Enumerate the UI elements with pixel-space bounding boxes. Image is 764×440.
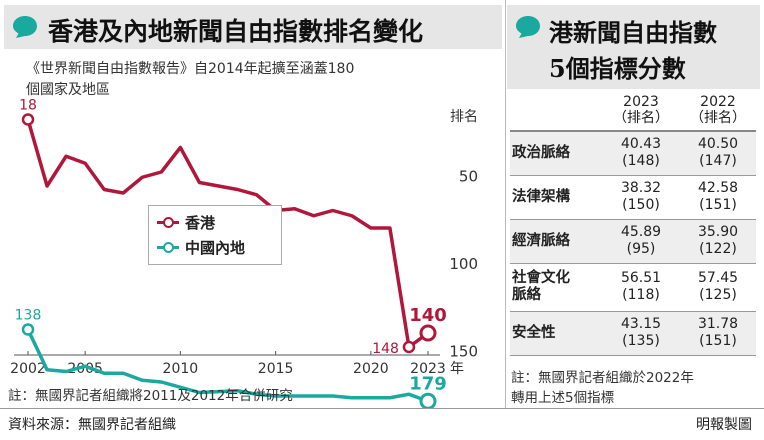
x-tick-label: 2005 <box>67 361 103 377</box>
table-row: 經濟脈絡 45.89 (95) 35.90 (122) <box>510 219 756 264</box>
source-text: 資料來源：無國界記者組織 <box>8 417 176 433</box>
data-label: 179 <box>409 373 447 394</box>
table-header-blank <box>510 92 602 132</box>
score-2022: 35.90 (122) <box>680 219 756 264</box>
point-marker <box>402 340 416 354</box>
header-year-2023: 2023 <box>623 94 659 110</box>
header-rank-2023: （排名） <box>613 110 669 126</box>
x-tick-label: 2010 <box>163 361 199 377</box>
data-label: 140 <box>409 305 447 326</box>
legend-label-hong-kong: 香港 <box>185 213 216 232</box>
panel-divider <box>505 0 506 408</box>
table-row: 法律架構 38.32 (150) 42.58 (151) <box>510 175 756 220</box>
header-rank-2022: （排名） <box>690 110 746 126</box>
indicator-label: 法律架構 <box>510 175 602 220</box>
right-panel: 港新聞自由指數 5個指標分數 2023 （排名） 2022 （排名） 政治脈絡 … <box>507 0 764 408</box>
series-line-mainland <box>26 328 429 403</box>
table-row: 政治脈絡 40.43 (148) 40.50 (147) <box>510 131 756 176</box>
speech-bubble-icon <box>13 16 37 38</box>
y-tick-label: 50 <box>459 168 478 186</box>
series-line-hong-kong <box>26 119 430 349</box>
score-2022: 57.45 (125) <box>680 263 756 312</box>
credit-text: 明報製圖 <box>696 417 752 433</box>
score-2022: 40.50 (147) <box>680 131 756 176</box>
data-label: 138 <box>15 308 42 324</box>
legend-item-mainland: 中國內地 <box>157 237 245 257</box>
x-axis-unit: 年 <box>450 361 464 377</box>
x-tick-label: 2015 <box>258 361 294 377</box>
table-header-2023: 2023 （排名） <box>602 92 680 132</box>
indicator-label: 安全性 <box>510 311 602 356</box>
table-header-row: 2023 （排名） 2022 （排名） <box>510 92 756 132</box>
legend-item-hong-kong: 香港 <box>157 212 215 232</box>
end-point-marker <box>419 324 437 342</box>
indicator-label: 政治脈絡 <box>510 131 602 176</box>
indicator-label: 社會文化 脈絡 <box>510 263 602 312</box>
table-note-line1: 註：無國界記者組織於2022年 <box>511 370 694 386</box>
chart-legend: 香港 中國內地 <box>148 205 282 265</box>
score-2022: 42.58 (151) <box>680 175 756 220</box>
legend-swatch-hong-kong <box>157 216 179 228</box>
chart-subtitle-line2: 個國家及地區 <box>26 82 110 98</box>
rank-line-chart: 2002 2005 2010 2015 2020 2023 年 排名 50 100 150 18 148… <box>10 98 478 408</box>
end-point-marker <box>419 392 437 408</box>
data-label: 148 <box>372 341 399 357</box>
table-row: 社會文化 脈絡 56.51 (118) 57.45 (125) <box>510 263 756 312</box>
speech-bubble-icon <box>516 16 540 38</box>
table-title-bar: 港新聞自由指數 5個指標分數 <box>507 5 760 89</box>
y-tick-label: 150 <box>449 343 478 361</box>
x-tick-label: 2020 <box>353 361 389 377</box>
legend-label-mainland: 中國內地 <box>185 238 246 257</box>
start-point-marker <box>21 323 35 336</box>
score-2023: 40.43 (148) <box>602 131 680 176</box>
table-title-line2: 5個指標分數 <box>549 54 686 83</box>
score-2023: 56.51 (118) <box>602 263 680 312</box>
table-header-2022: 2022 （排名） <box>680 92 756 132</box>
footer: 資料來源：無國界記者組織 明報製圖 <box>0 408 764 440</box>
indicator-label: 經濟脈絡 <box>510 219 602 264</box>
data-label: 18 <box>19 98 37 114</box>
chart-subtitle-line1: 《世界新聞自由指數報告》自2014年起擴至涵蓋180 <box>26 61 355 77</box>
table-row: 安全性 43.15 (135) 31.78 (151) <box>510 311 756 356</box>
indicator-score-table: 2023 （排名） 2022 （排名） 政治脈絡 40.43 (148) 40.5… <box>510 92 756 356</box>
score-2022: 31.78 (151) <box>680 311 756 356</box>
y-tick-label: 100 <box>449 255 478 273</box>
score-2023: 38.32 (150) <box>602 175 680 220</box>
score-2023: 45.89 (95) <box>602 219 680 264</box>
header-year-2022: 2022 <box>700 94 736 110</box>
score-2023: 43.15 (135) <box>602 311 680 356</box>
chart-title-bar: 香港及內地新聞自由指數排名變化 <box>4 5 502 49</box>
table-note-line2: 轉用上述5個指標 <box>511 390 615 406</box>
y-axis-label: 排名 <box>450 109 478 125</box>
chart-note: 註：無國界記者組織將2011及2012年合併研究 <box>8 388 293 404</box>
x-tick-label: 2002 <box>10 361 46 377</box>
table-title-line1: 港新聞自由指數 <box>549 18 717 47</box>
chart-title: 香港及內地新聞自由指數排名變化 <box>48 17 424 46</box>
left-panel: 香港及內地新聞自由指數排名變化 《世界新聞自由指數報告》自2014年起擴至涵蓋1… <box>4 5 502 408</box>
legend-swatch-mainland <box>157 241 179 253</box>
x-tick-label: 2023 <box>410 361 446 377</box>
start-point-marker <box>21 113 35 126</box>
